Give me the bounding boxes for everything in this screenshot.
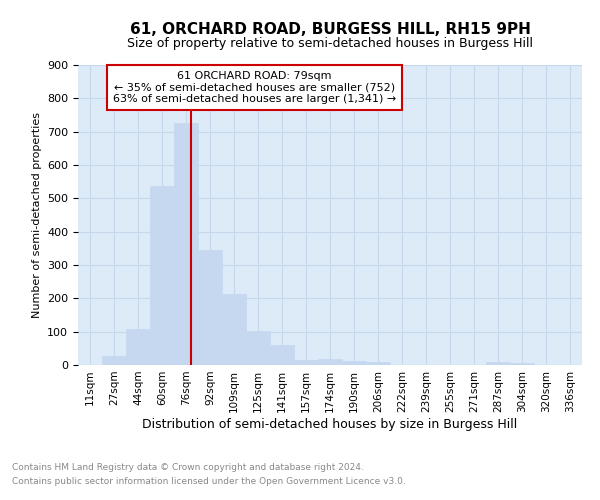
Text: 61 ORCHARD ROAD: 79sqm
← 35% of semi-detached houses are smaller (752)
63% of se: 61 ORCHARD ROAD: 79sqm ← 35% of semi-det… [113, 71, 396, 104]
Bar [318, 359, 342, 365]
Text: Size of property relative to semi-detached houses in Burgess Hill: Size of property relative to semi-detach… [127, 38, 533, 51]
Bar [366, 362, 390, 365]
Text: 61, ORCHARD ROAD, BURGESS HILL, RH15 9PH: 61, ORCHARD ROAD, BURGESS HILL, RH15 9PH [130, 22, 530, 38]
Bar [150, 186, 174, 365]
Bar [198, 250, 222, 365]
Bar [222, 294, 246, 365]
Bar [486, 362, 510, 365]
Bar [294, 360, 318, 365]
X-axis label: Distribution of semi-detached houses by size in Burgess Hill: Distribution of semi-detached houses by … [142, 418, 518, 430]
Bar [510, 364, 534, 365]
Bar [126, 330, 150, 365]
Text: Contains public sector information licensed under the Open Government Licence v3: Contains public sector information licen… [12, 477, 406, 486]
Bar [342, 361, 366, 365]
Y-axis label: Number of semi-detached properties: Number of semi-detached properties [32, 112, 41, 318]
Text: Contains HM Land Registry data © Crown copyright and database right 2024.: Contains HM Land Registry data © Crown c… [12, 464, 364, 472]
Bar [246, 331, 270, 365]
Bar [270, 346, 294, 365]
Bar [174, 124, 198, 365]
Bar [102, 356, 126, 365]
